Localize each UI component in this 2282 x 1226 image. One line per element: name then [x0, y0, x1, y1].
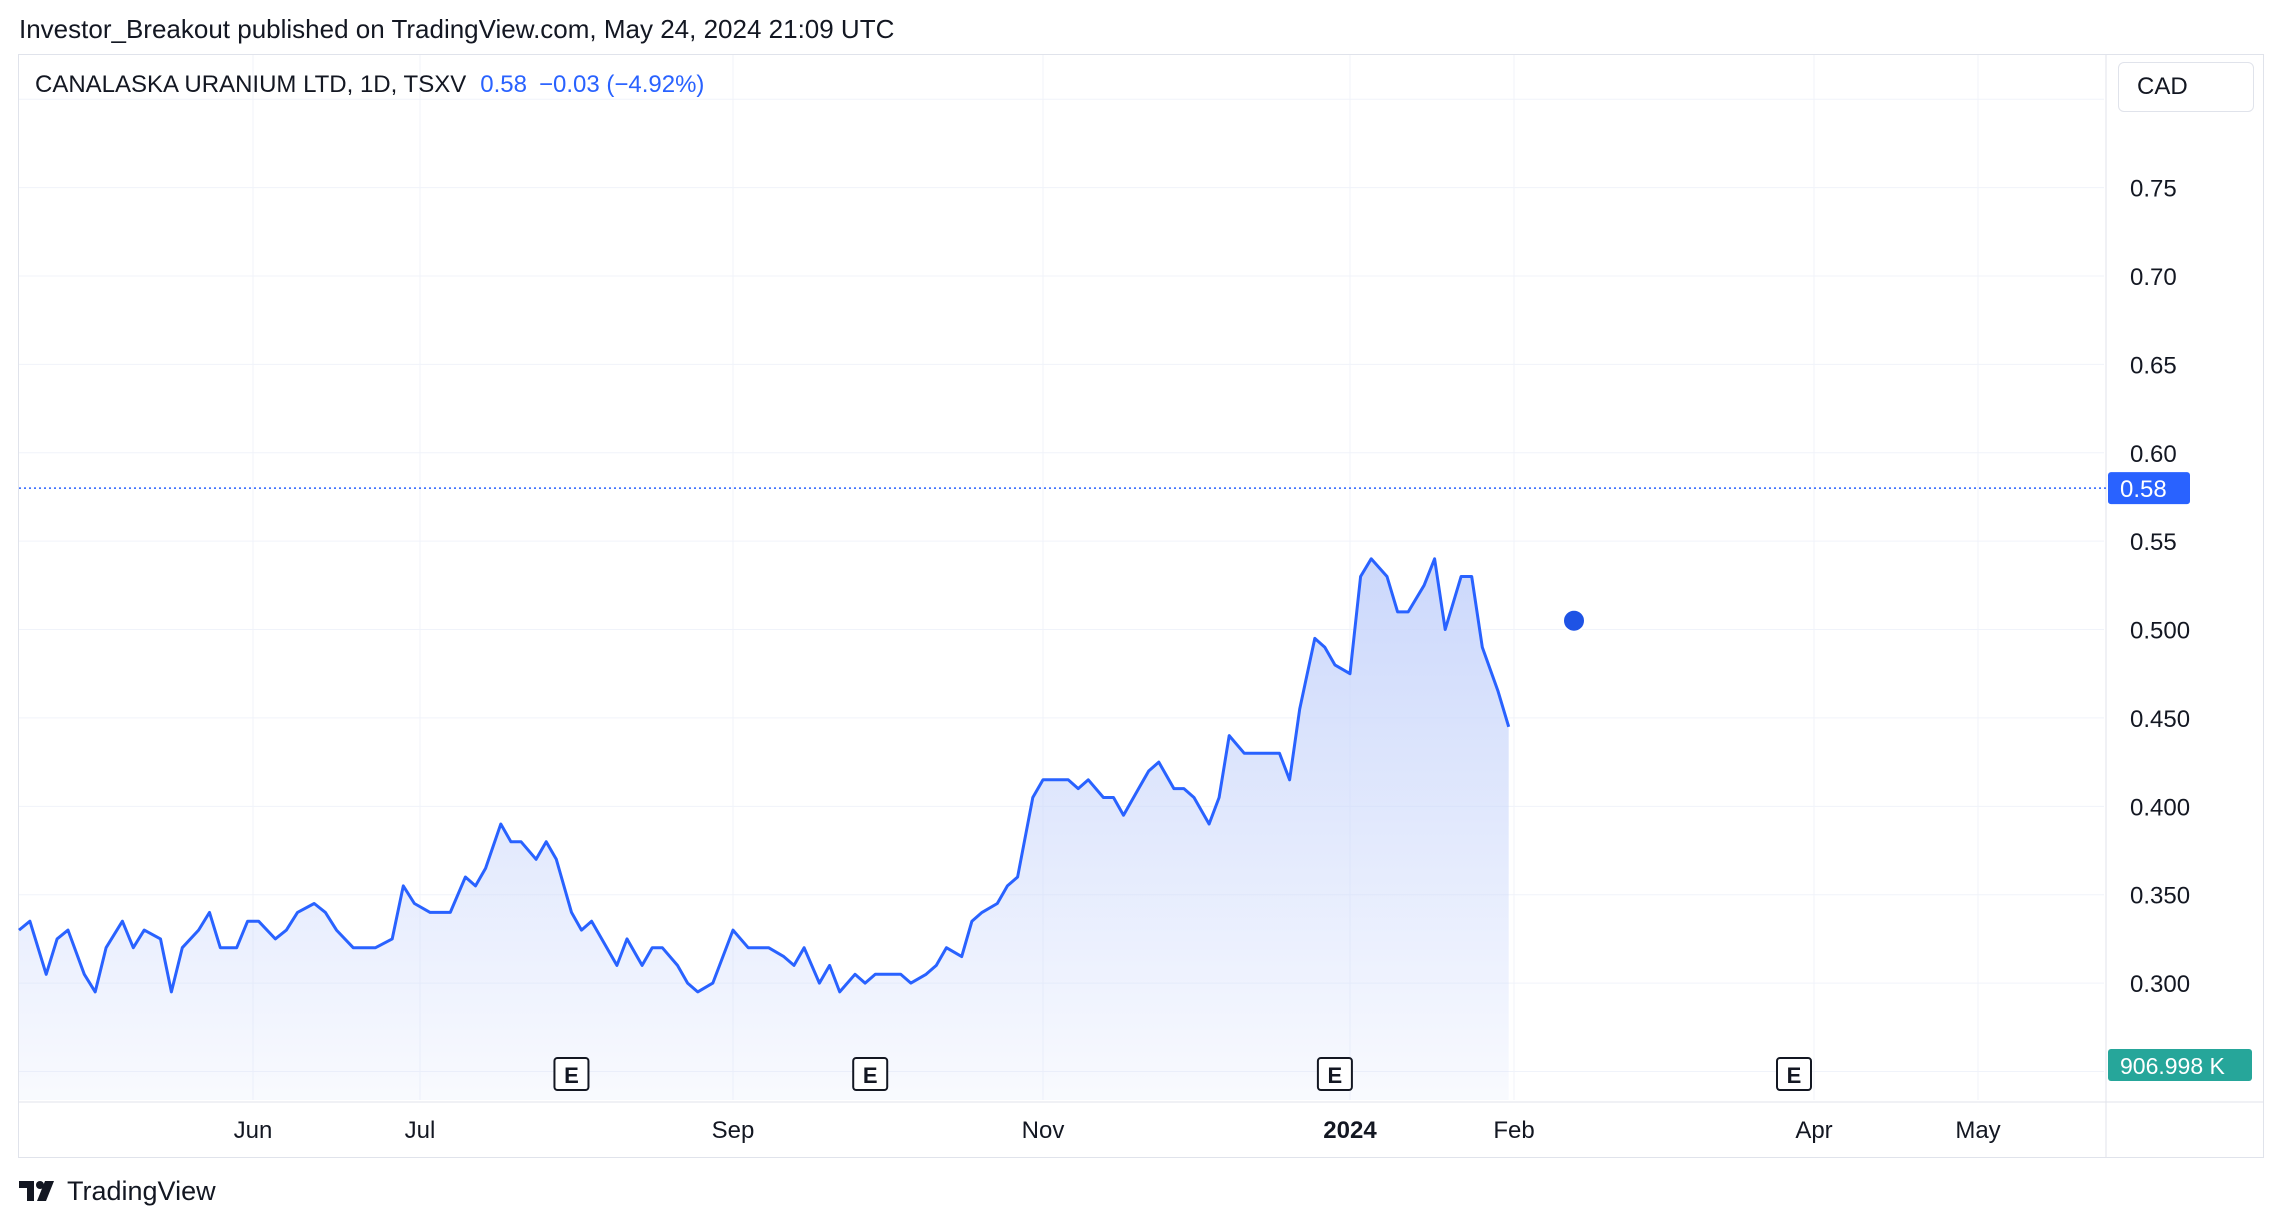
price-line	[18, 557, 1586, 994]
earnings-marker[interactable]: E	[852, 1057, 889, 1091]
y-tick-label: 0.70	[2130, 264, 2177, 291]
x-tick-label: Sep	[712, 1117, 755, 1144]
earnings-marker[interactable]: E	[553, 1057, 590, 1091]
x-tick-label: May	[1955, 1117, 2000, 1144]
last-price-badge	[2108, 472, 2190, 505]
earnings-marker-box	[1776, 1057, 1812, 1091]
tradingview-logo-icon	[19, 1181, 54, 1201]
y-tick-label: 0.60	[2130, 441, 2177, 468]
x-tick-label: Apr	[1795, 1117, 1832, 1144]
symbol-title: CANALASKA URANIUM LTD, 1D, TSXV	[35, 71, 467, 98]
earnings-marker-box	[553, 1057, 590, 1091]
highlight-point	[1562, 608, 1586, 633]
y-tick-label: 0.65	[2130, 352, 2177, 379]
x-tick-label: 2024	[1323, 1117, 1377, 1144]
x-tick-label: Jul	[405, 1117, 436, 1144]
y-tick-label: 0.55	[2130, 529, 2177, 556]
price-line-path	[18, 557, 1511, 994]
y-tick-label: 0.300	[2130, 971, 2190, 998]
y-tick-label: 0.350	[2130, 883, 2190, 910]
x-tick-label: Feb	[1493, 1117, 1534, 1144]
last-price-label: 0.58	[2120, 476, 2167, 503]
legend-change: −0.03 (−4.92%)	[538, 71, 705, 98]
axes: 0.800.750.700.650.600.550.5000.4500.4000…	[19, 55, 2264, 1158]
earnings-marker-label: E	[863, 1063, 878, 1088]
y-tick-label: 0.400	[2130, 794, 2190, 821]
x-tick-label: Jun	[234, 1117, 273, 1144]
earnings-marker-box	[1316, 1057, 1353, 1091]
brand-name: TradingView	[67, 1175, 216, 1206]
y-tick-label: 0.75	[2130, 176, 2177, 203]
y-tick-label: 0.450	[2130, 706, 2190, 733]
legend-price: 0.58	[480, 71, 527, 98]
earnings-marker-label: E	[564, 1063, 579, 1088]
currency-button[interactable]: CAD	[2118, 62, 2254, 112]
earnings-marker-label: E	[1787, 1063, 1802, 1088]
publisher-line: Investor_Breakout published on TradingVi…	[19, 14, 895, 44]
earnings-marker-label: E	[1328, 1063, 1343, 1088]
earnings-marker-box	[852, 1057, 889, 1091]
symbol-legend: CANALASKA URANIUM LTD, 1D, TSXV 0.58 −0.03…	[35, 71, 704, 99]
y-tick-label: 0.500	[2130, 618, 2190, 645]
tradingview-logo[interactable]: TradingView	[19, 1173, 216, 1209]
earnings-marker[interactable]: E	[1776, 1057, 1812, 1091]
price-area-fill	[19, 558, 1509, 1100]
volume-label: 906.998 K	[2120, 1053, 2226, 1079]
earnings-marker[interactable]: E	[1316, 1057, 1353, 1091]
price-area	[19, 558, 1509, 1100]
volume-badge	[2108, 1049, 2252, 1081]
x-tick-label: Nov	[1022, 1117, 1065, 1144]
chart-frame	[18, 54, 2264, 1158]
